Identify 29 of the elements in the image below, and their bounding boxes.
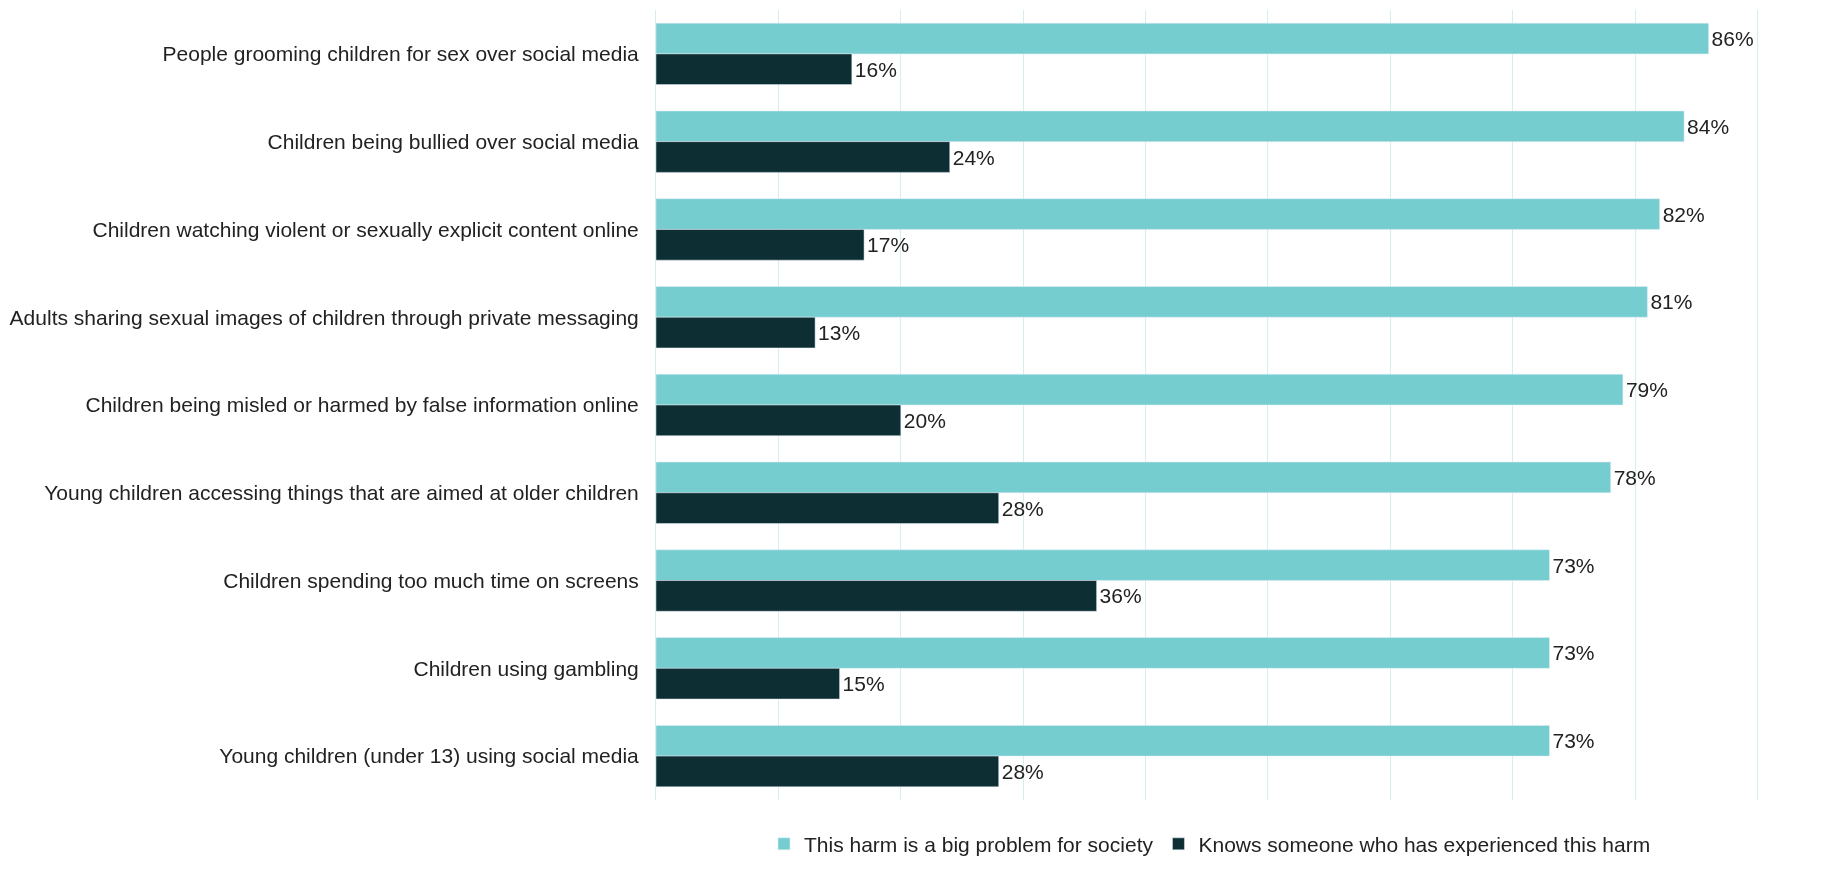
y-tick-label: Children being misled or harmed by false information online bbox=[85, 393, 639, 417]
data-label: 73% bbox=[1552, 729, 1595, 753]
y-tick-label: Children spending too much time on screens bbox=[223, 568, 639, 592]
y-tick-label: Children watching violent or sexually explicit content online bbox=[92, 217, 639, 241]
y-tick-label: Children being bullied over social media bbox=[267, 130, 640, 154]
data-label: 86% bbox=[1711, 27, 1754, 51]
legend-label: Knows someone who has experienced this harm bbox=[1198, 833, 1651, 857]
y-tick-label: People grooming children for sex over social media bbox=[162, 42, 640, 66]
data-label: 16% bbox=[854, 57, 897, 81]
data-label: 73% bbox=[1552, 553, 1595, 577]
y-tick-label: Young children (under 13) using social media bbox=[219, 744, 640, 768]
data-label: 79% bbox=[1625, 378, 1668, 402]
legend-label: This harm is a big problem for society bbox=[804, 833, 1154, 857]
data-label: 73% bbox=[1552, 641, 1595, 665]
data-label: 78% bbox=[1613, 465, 1656, 489]
data-label: 28% bbox=[1001, 496, 1044, 520]
data-label: 13% bbox=[818, 321, 861, 345]
data-label: 28% bbox=[1001, 759, 1044, 783]
y-tick-label: Children using gambling bbox=[413, 656, 639, 680]
y-tick-label: Young children accessing things that are aimed at older children bbox=[44, 481, 639, 505]
data-label: 84% bbox=[1687, 114, 1730, 138]
data-label: 24% bbox=[952, 145, 995, 169]
data-label: 36% bbox=[1099, 584, 1142, 608]
data-label: 17% bbox=[867, 233, 910, 257]
y-tick-label: Adults sharing sexual images of children through private messaging bbox=[9, 305, 639, 329]
data-label: 20% bbox=[903, 408, 946, 432]
data-label: 81% bbox=[1650, 290, 1693, 314]
data-label: 15% bbox=[842, 672, 885, 696]
data-label: 82% bbox=[1662, 202, 1705, 226]
